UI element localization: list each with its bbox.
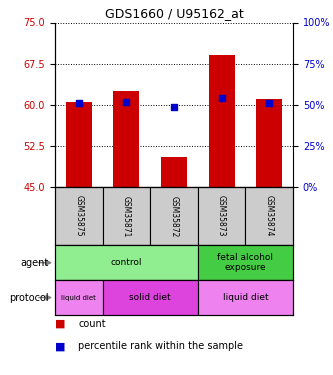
Bar [245,187,293,245]
Text: GSM35874: GSM35874 [265,195,274,237]
Bar [66,102,92,187]
Text: agent: agent [20,258,48,268]
Text: liquid diet: liquid diet [222,293,268,302]
Text: control: control [111,258,142,267]
Text: liquid diet: liquid diet [61,295,96,301]
Point [219,94,224,100]
Text: protocol: protocol [9,292,48,303]
Text: GSM35873: GSM35873 [217,195,226,237]
Point [171,104,176,110]
Text: ■: ■ [55,341,66,351]
Point [124,99,129,105]
Bar [103,187,150,245]
Text: count: count [78,319,106,329]
Bar [150,187,198,245]
Bar [113,91,140,187]
Text: fetal alcohol
exposure: fetal alcohol exposure [217,253,273,272]
Text: GSM35875: GSM35875 [74,195,83,237]
Bar [256,99,282,187]
Text: ■: ■ [55,319,66,329]
Bar [198,245,293,280]
Bar [161,157,187,187]
Point [76,100,82,106]
Bar [198,280,293,315]
Text: GSM35872: GSM35872 [169,195,178,237]
Bar [208,56,235,187]
Bar [55,280,103,315]
Point [266,100,272,106]
Text: solid diet: solid diet [130,293,171,302]
Text: GSM35871: GSM35871 [122,195,131,237]
Bar [198,187,245,245]
Bar [55,187,103,245]
Text: percentile rank within the sample: percentile rank within the sample [78,341,243,351]
Bar [55,245,198,280]
Title: GDS1660 / U95162_at: GDS1660 / U95162_at [105,7,243,20]
Bar [103,280,198,315]
